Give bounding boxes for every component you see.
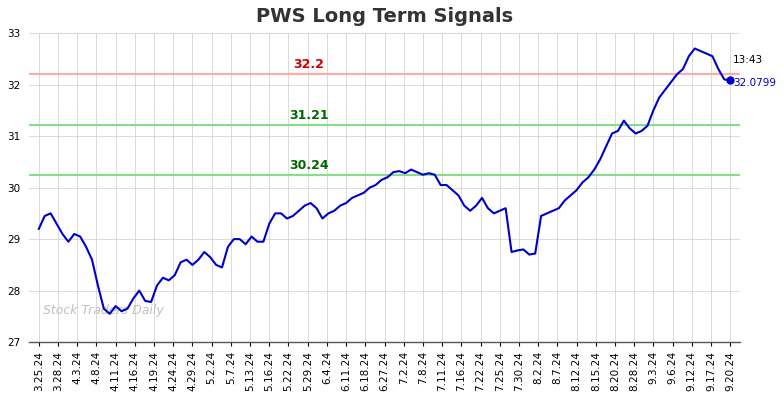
Text: Stock Traders Daily: Stock Traders Daily: [43, 304, 164, 318]
Text: 32.0799: 32.0799: [733, 78, 776, 88]
Title: PWS Long Term Signals: PWS Long Term Signals: [256, 7, 513, 26]
Text: 30.24: 30.24: [289, 159, 328, 172]
Text: 31.21: 31.21: [289, 109, 328, 122]
Text: 32.2: 32.2: [293, 58, 325, 71]
Text: 13:43: 13:43: [733, 55, 763, 65]
